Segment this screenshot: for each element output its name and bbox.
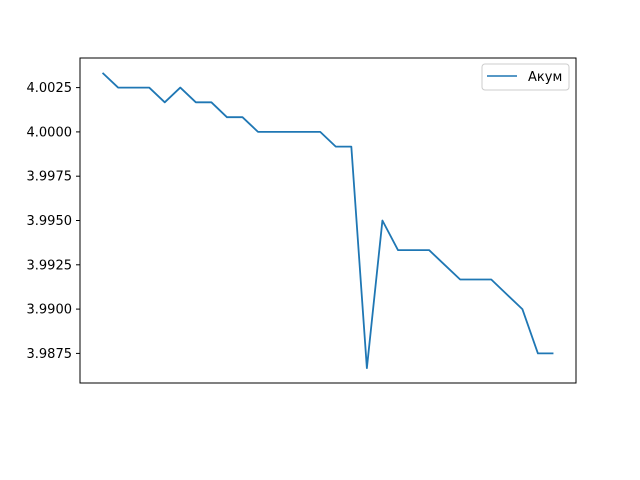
legend-label: Акум (528, 70, 562, 85)
plot-area-frame (79, 57, 577, 384)
y-tick-label: 3.9925 (27, 258, 73, 273)
series-layer (101, 72, 554, 370)
y-tick-label: 3.9900 (27, 303, 73, 318)
y-tick-label: 4.0025 (27, 81, 73, 96)
y-tick-label: 4.0000 (27, 125, 73, 140)
y-axis-ticks: 3.9875 3.9900 3.9925 3.9950 3.9975 4.0000 4.00… (27, 81, 80, 362)
y-tick-label: 3.9950 (27, 214, 73, 229)
series-line (101, 72, 554, 370)
legend: Акум (481, 63, 570, 91)
legend-box (481, 63, 570, 91)
y-tick-label: 3.9875 (27, 347, 73, 362)
y-tick-label: 3.9975 (27, 170, 73, 185)
